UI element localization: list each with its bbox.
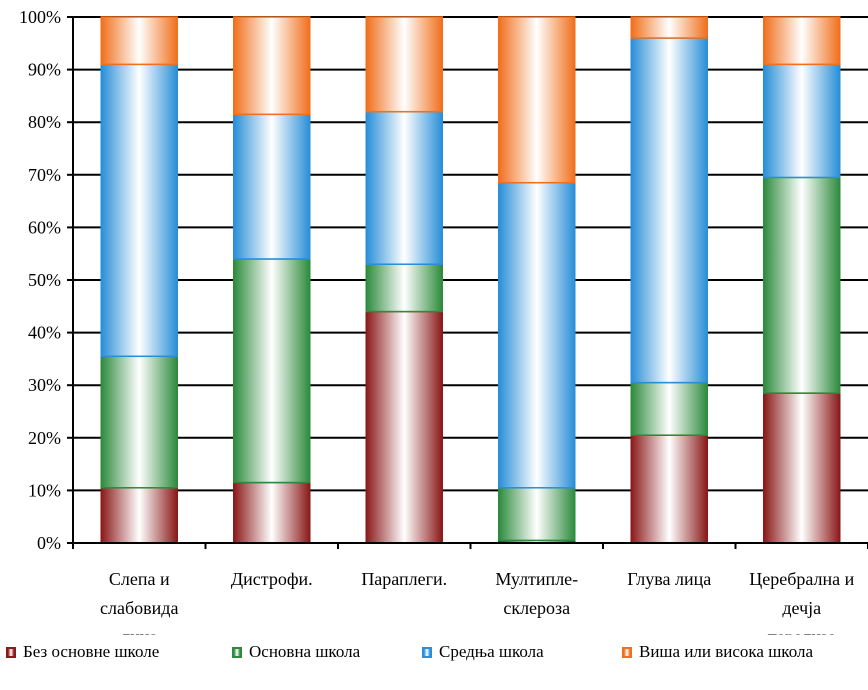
legend-swatch (622, 646, 632, 658)
legend: Без основне школе Основна школа Средња шко… (0, 640, 868, 670)
x-category-label: слабовида (100, 598, 178, 618)
x-category-label: Глува лица (627, 569, 711, 589)
bar-segment (630, 37, 708, 384)
x-category-labels: Слепа и слабовида лица Дистрофи. Параплеги. М… (100, 569, 855, 635)
bars (100, 16, 841, 544)
bar-segment (630, 16, 708, 39)
bar-segment (100, 487, 178, 544)
bar-segment (233, 113, 311, 260)
bar-segment (630, 381, 708, 436)
bar-segment (763, 176, 841, 394)
y-tick-labels: 0% 10% 20% 30% 40% 50% 60% 70% 80% 90% 100% (19, 7, 73, 553)
bar-stack (630, 16, 708, 544)
x-category-label: склероза (503, 598, 570, 618)
y-tick-label: 20% (28, 428, 61, 448)
y-tick-label: 70% (28, 165, 61, 185)
bar-stack (763, 16, 841, 544)
bar-segment (233, 258, 311, 484)
x-category-label: Мултипле- (495, 569, 578, 589)
bar-segment (763, 392, 841, 544)
x-category-label: лица (121, 627, 157, 635)
legend-item: Основна школа (232, 640, 360, 664)
bar-segment (498, 181, 576, 489)
bar-segment (498, 487, 576, 542)
y-tick-label: 0% (37, 533, 61, 553)
legend-swatch (422, 646, 432, 658)
y-tick-label: 100% (19, 7, 61, 27)
y-tick-label: 90% (28, 60, 61, 80)
x-category-label: Слепа и (109, 569, 170, 589)
stacked-bar-chart: 0% 10% 20% 30% 40% 50% 60% 70% 80% 90% 100% Слепа … (19, 7, 868, 635)
y-tick-label: 40% (28, 323, 61, 343)
legend-label: Виша или висока школа (639, 642, 814, 661)
bar-segment (100, 355, 178, 489)
x-category-label: Параплеги. (361, 569, 447, 589)
legend-label: Основна школа (249, 642, 361, 661)
bar-segment (365, 16, 443, 113)
bar-segment (100, 63, 178, 358)
legend-item: Виша или висока школа (622, 640, 813, 664)
bar-stack (365, 16, 443, 544)
bar-stack (100, 16, 178, 544)
gridlines (73, 16, 868, 492)
x-category-label: дечја (782, 598, 821, 618)
bar-segment (100, 16, 178, 66)
y-tick-label: 60% (28, 217, 61, 237)
x-category-label: парализа (768, 627, 836, 635)
legend-label: Без основне школе (23, 642, 160, 661)
y-tick-label: 30% (28, 375, 61, 395)
x-category-label: Дистрофи. (231, 569, 313, 589)
y-tick-label: 80% (28, 112, 61, 132)
bar-segment (365, 310, 443, 544)
legend-item: Без основне школе (6, 640, 159, 664)
axes (72, 17, 868, 549)
bar-segment (365, 263, 443, 313)
bar-segment (763, 16, 841, 66)
bar-stack (498, 16, 576, 544)
bar-segment (233, 16, 311, 116)
bar-segment (498, 16, 576, 184)
legend-item: Средња школа (422, 640, 544, 664)
bar-segment (763, 63, 841, 179)
bar-segment (630, 434, 708, 544)
bar-segment (365, 110, 443, 265)
legend-swatch (6, 646, 16, 658)
y-tick-label: 50% (28, 270, 61, 290)
bar-stack (233, 16, 311, 544)
legend-swatch (232, 646, 242, 658)
bar-segment (233, 481, 311, 544)
y-tick-label: 10% (28, 480, 61, 500)
legend-label: Средња школа (439, 642, 544, 661)
x-category-label: Церебрална и (749, 569, 854, 589)
